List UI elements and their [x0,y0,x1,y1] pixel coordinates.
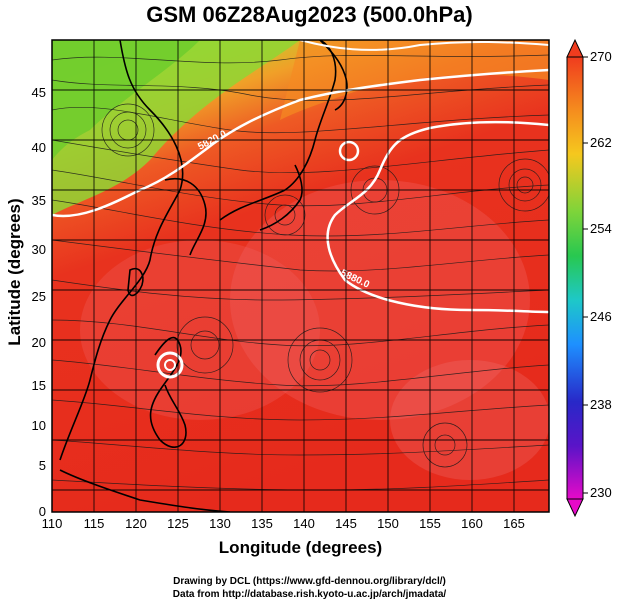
y-tick-5: 5 [38,458,46,473]
contour-line-5880 [326,120,549,314]
colorbar-tick-254: 254 [590,221,612,236]
y-tick-15: 15 [31,378,46,393]
x-tick-115: 115 [83,516,105,531]
y-tick-0: 0 [38,504,46,519]
x-tick-155: 155 [419,516,441,531]
typhoon-center-1 [164,359,176,371]
colorbar-tick-270: 270 [590,49,612,64]
colorbar-tick-246: 246 [590,309,612,324]
colorbar-tick-262: 262 [590,135,612,150]
typhoon-circle-2 [338,140,360,162]
x-tick-165: 165 [503,516,525,531]
grid-lines [52,40,549,512]
contour-line-5820 [52,68,549,218]
y-tick-40: 40 [31,140,46,155]
y-tick-30: 30 [31,242,46,257]
x-tick-150: 150 [377,516,399,531]
credit-drawing: Drawing by DCL (https://www.gfd-dennou.o… [173,576,446,587]
x-tick-120: 120 [125,516,147,531]
colorbar-tick-238: 238 [590,397,612,412]
x-tick-145: 145 [335,516,357,531]
plot-frame [51,39,550,513]
temperature-field: 5820.0 5880.0 [52,40,549,512]
x-tick-135: 135 [251,516,273,531]
x-tick-140: 140 [293,516,315,531]
typhoon-circle-1 [156,351,184,379]
y-axis-title: Latitude (degrees) [5,198,24,346]
contour-line-upper [299,40,549,51]
y-tick-25: 25 [31,289,46,304]
x-tick-130: 130 [209,516,231,531]
map-title: GSM 06Z28Aug2023 (500.0hPa) [146,2,473,27]
colorbar [566,38,588,518]
y-tick-20: 20 [31,335,46,350]
credit-data: Data from http://database.rish.kyoto-u.a… [172,589,447,600]
colorbar-tick-230: 230 [590,485,612,500]
y-tick-45: 45 [31,85,46,100]
x-tick-110: 110 [41,516,63,531]
x-tick-160: 160 [461,516,483,531]
y-tick-10: 10 [31,418,46,433]
x-tick-125: 125 [167,516,189,531]
x-axis-title: Longitude (degrees) [218,538,383,557]
y-tick-35: 35 [31,193,46,208]
